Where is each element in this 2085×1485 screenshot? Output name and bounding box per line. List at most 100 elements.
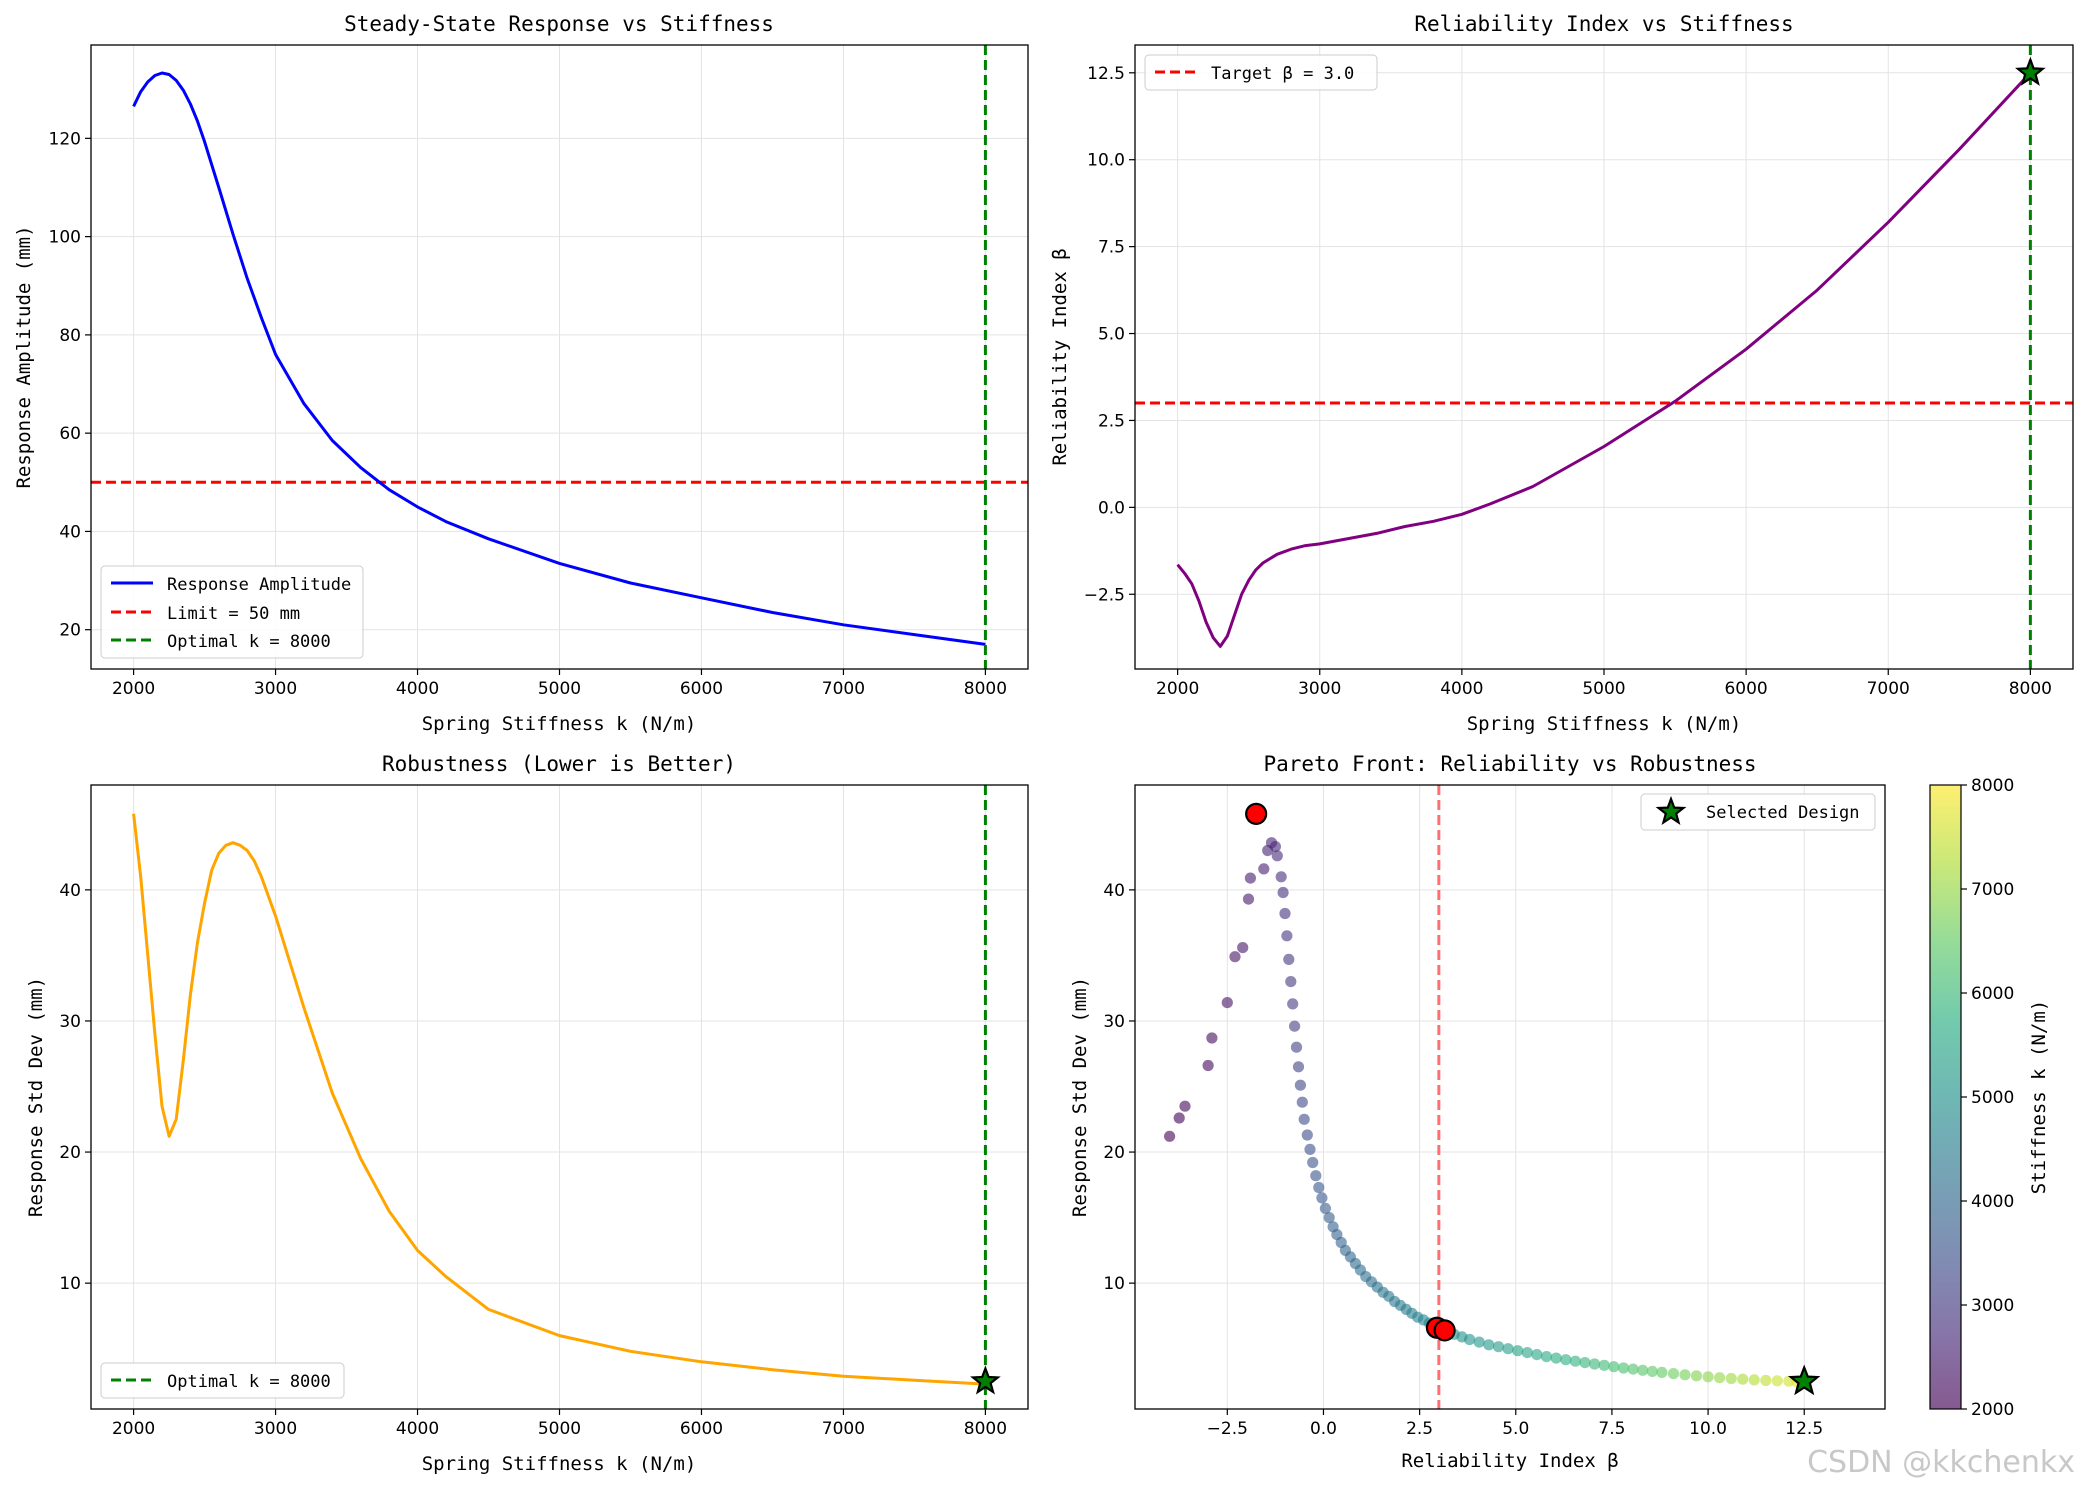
scatter-point bbox=[1521, 1347, 1533, 1359]
scatter-point bbox=[1617, 1362, 1630, 1374]
y-tick-label: 40 bbox=[59, 522, 81, 542]
y-tick-label: 120 bbox=[49, 129, 81, 149]
x-tick-label: 6000 bbox=[1724, 679, 1767, 699]
highlight-point bbox=[1245, 802, 1268, 825]
x-tick-label: 7000 bbox=[822, 679, 865, 699]
scatter-point bbox=[1319, 1202, 1331, 1214]
scatter-point bbox=[1579, 1357, 1591, 1369]
scatter-point bbox=[1627, 1363, 1639, 1375]
scatter-point bbox=[1550, 1352, 1562, 1364]
x-tick-label: 2000 bbox=[112, 1419, 155, 1439]
scatter-point bbox=[1285, 976, 1297, 988]
legend: Selected Design bbox=[1640, 793, 1876, 831]
scatter-point bbox=[1179, 1100, 1191, 1112]
x-tick-label: 10.0 bbox=[1689, 1419, 1727, 1439]
scatter-point bbox=[1298, 1113, 1310, 1125]
y-tick-label: 10 bbox=[1103, 1274, 1125, 1294]
x-tick-label: 5000 bbox=[538, 1419, 581, 1439]
optimal-marker bbox=[2015, 56, 2046, 86]
y-tick-label: 20 bbox=[59, 621, 81, 641]
scatter-point bbox=[1608, 1361, 1620, 1373]
x-axis-label: Spring Stiffness k (N/m) bbox=[422, 713, 697, 735]
scatter-point bbox=[1589, 1358, 1601, 1370]
y-tick-label: 30 bbox=[1103, 1012, 1125, 1032]
scatter-point bbox=[1164, 1130, 1176, 1142]
y-tick-label: 60 bbox=[59, 424, 81, 444]
scatter-point bbox=[1502, 1343, 1514, 1355]
scatter-point bbox=[1296, 1096, 1308, 1108]
x-tick-label: 2.5 bbox=[1406, 1419, 1433, 1439]
scatter-point bbox=[1283, 953, 1295, 966]
x-tick-label: 5.0 bbox=[1502, 1419, 1529, 1439]
x-axis-label: Spring Stiffness k (N/m) bbox=[1467, 713, 1742, 735]
scatter-point bbox=[1760, 1374, 1772, 1386]
legend-label: Optimal k = 8000 bbox=[167, 632, 331, 652]
x-tick-label: 7000 bbox=[822, 1419, 865, 1439]
scatter-point bbox=[1569, 1355, 1581, 1367]
panel-robustness: Robustness (Lower is Better) 2000 3000 400… bbox=[25, 752, 1029, 1475]
x-tick-label: 3000 bbox=[1298, 679, 1341, 699]
colorbar: 2000 3000 4000 5000 6000 7000 8000 Stiffness k… bbox=[1929, 776, 2050, 1420]
x-tick-label: −2.5 bbox=[1207, 1419, 1248, 1439]
scatter-point bbox=[1771, 1375, 1783, 1387]
x-axis-label: Spring Stiffness k (N/m) bbox=[422, 1453, 697, 1475]
scatter-point bbox=[1310, 1170, 1322, 1182]
x-tick-label: 12.5 bbox=[1785, 1419, 1823, 1439]
colorbar-tick-label: 5000 bbox=[1971, 1088, 2014, 1108]
scatter-point bbox=[1294, 1079, 1306, 1091]
y-tick-label: 30 bbox=[59, 1012, 81, 1032]
legend-label: Limit = 50 mm bbox=[167, 604, 300, 624]
y-tick-label: 10 bbox=[59, 1274, 81, 1294]
scatter-point bbox=[1271, 850, 1283, 862]
scatter-point bbox=[1690, 1370, 1703, 1382]
x-tick-label: 3000 bbox=[254, 679, 297, 699]
y-tick-label: 80 bbox=[59, 326, 81, 346]
y-tick-label: 40 bbox=[59, 881, 81, 901]
x-tick-label: 4000 bbox=[396, 1419, 439, 1439]
chart-title: Pareto Front: Reliability vs Robustness bbox=[1263, 752, 1756, 776]
scatter-point bbox=[1725, 1372, 1737, 1385]
highlight-point bbox=[1433, 1319, 1456, 1342]
legend: Target β = 3.0 bbox=[1144, 54, 1378, 91]
scatter-point bbox=[1242, 893, 1255, 905]
y-tick-label: 10.0 bbox=[1087, 151, 1125, 171]
x-tick-label: 2000 bbox=[112, 679, 155, 699]
scatter-point bbox=[1560, 1354, 1572, 1366]
x-tick-label: 8000 bbox=[964, 679, 1007, 699]
scatter-point bbox=[1464, 1333, 1476, 1346]
y-tick-label: 0.0 bbox=[1098, 498, 1125, 518]
x-tick-label: 2000 bbox=[1156, 679, 1199, 699]
scatter-point bbox=[1206, 1032, 1218, 1044]
y-tick-label: 40 bbox=[1103, 881, 1125, 901]
colorbar-tick-label: 2000 bbox=[1971, 1400, 2014, 1420]
y-tick-label: 12.5 bbox=[1087, 64, 1125, 84]
y-axis-label: Response Amplitude (mm) bbox=[13, 225, 35, 488]
plot-frame bbox=[1134, 784, 1886, 1410]
colorbar-tick-label: 6000 bbox=[1971, 984, 2014, 1004]
x-tick-label: 8000 bbox=[964, 1419, 1007, 1439]
scatter-point bbox=[1531, 1349, 1543, 1361]
panel-pareto-front: Pareto Front: Reliability vs Robustness … bbox=[1069, 752, 2050, 1472]
x-tick-label: 6000 bbox=[680, 1419, 723, 1439]
chart-title: Reliability Index vs Stiffness bbox=[1414, 12, 1793, 36]
x-tick-label: 3000 bbox=[254, 1419, 297, 1439]
legend: Optimal k = 8000 bbox=[100, 1362, 345, 1399]
y-tick-label: 7.5 bbox=[1098, 238, 1125, 258]
scatter-point bbox=[1313, 1181, 1325, 1194]
y-tick-label: 20 bbox=[59, 1143, 81, 1163]
colorbar-tick-label: 8000 bbox=[1971, 776, 2014, 796]
y-tick-label: 20 bbox=[1103, 1143, 1125, 1163]
series-line bbox=[132, 71, 986, 646]
scatter-point bbox=[1304, 1143, 1316, 1155]
y-axis-label: Reliability Index β bbox=[1049, 248, 1071, 465]
x-tick-label: 6000 bbox=[680, 679, 723, 699]
panel-response-amplitude: Steady-State Response vs Stiffness 2000 3… bbox=[13, 12, 1029, 735]
series-line bbox=[132, 813, 986, 1386]
x-tick-label: 4000 bbox=[1440, 679, 1483, 699]
scatter-point bbox=[1492, 1341, 1505, 1353]
y-tick-label: −2.5 bbox=[1084, 585, 1125, 605]
panel-reliability-index: Reliability Index vs Stiffness 2000 3000 4… bbox=[1049, 12, 2074, 735]
scatter-point bbox=[1646, 1365, 1658, 1377]
y-tick-label: 100 bbox=[49, 228, 81, 248]
